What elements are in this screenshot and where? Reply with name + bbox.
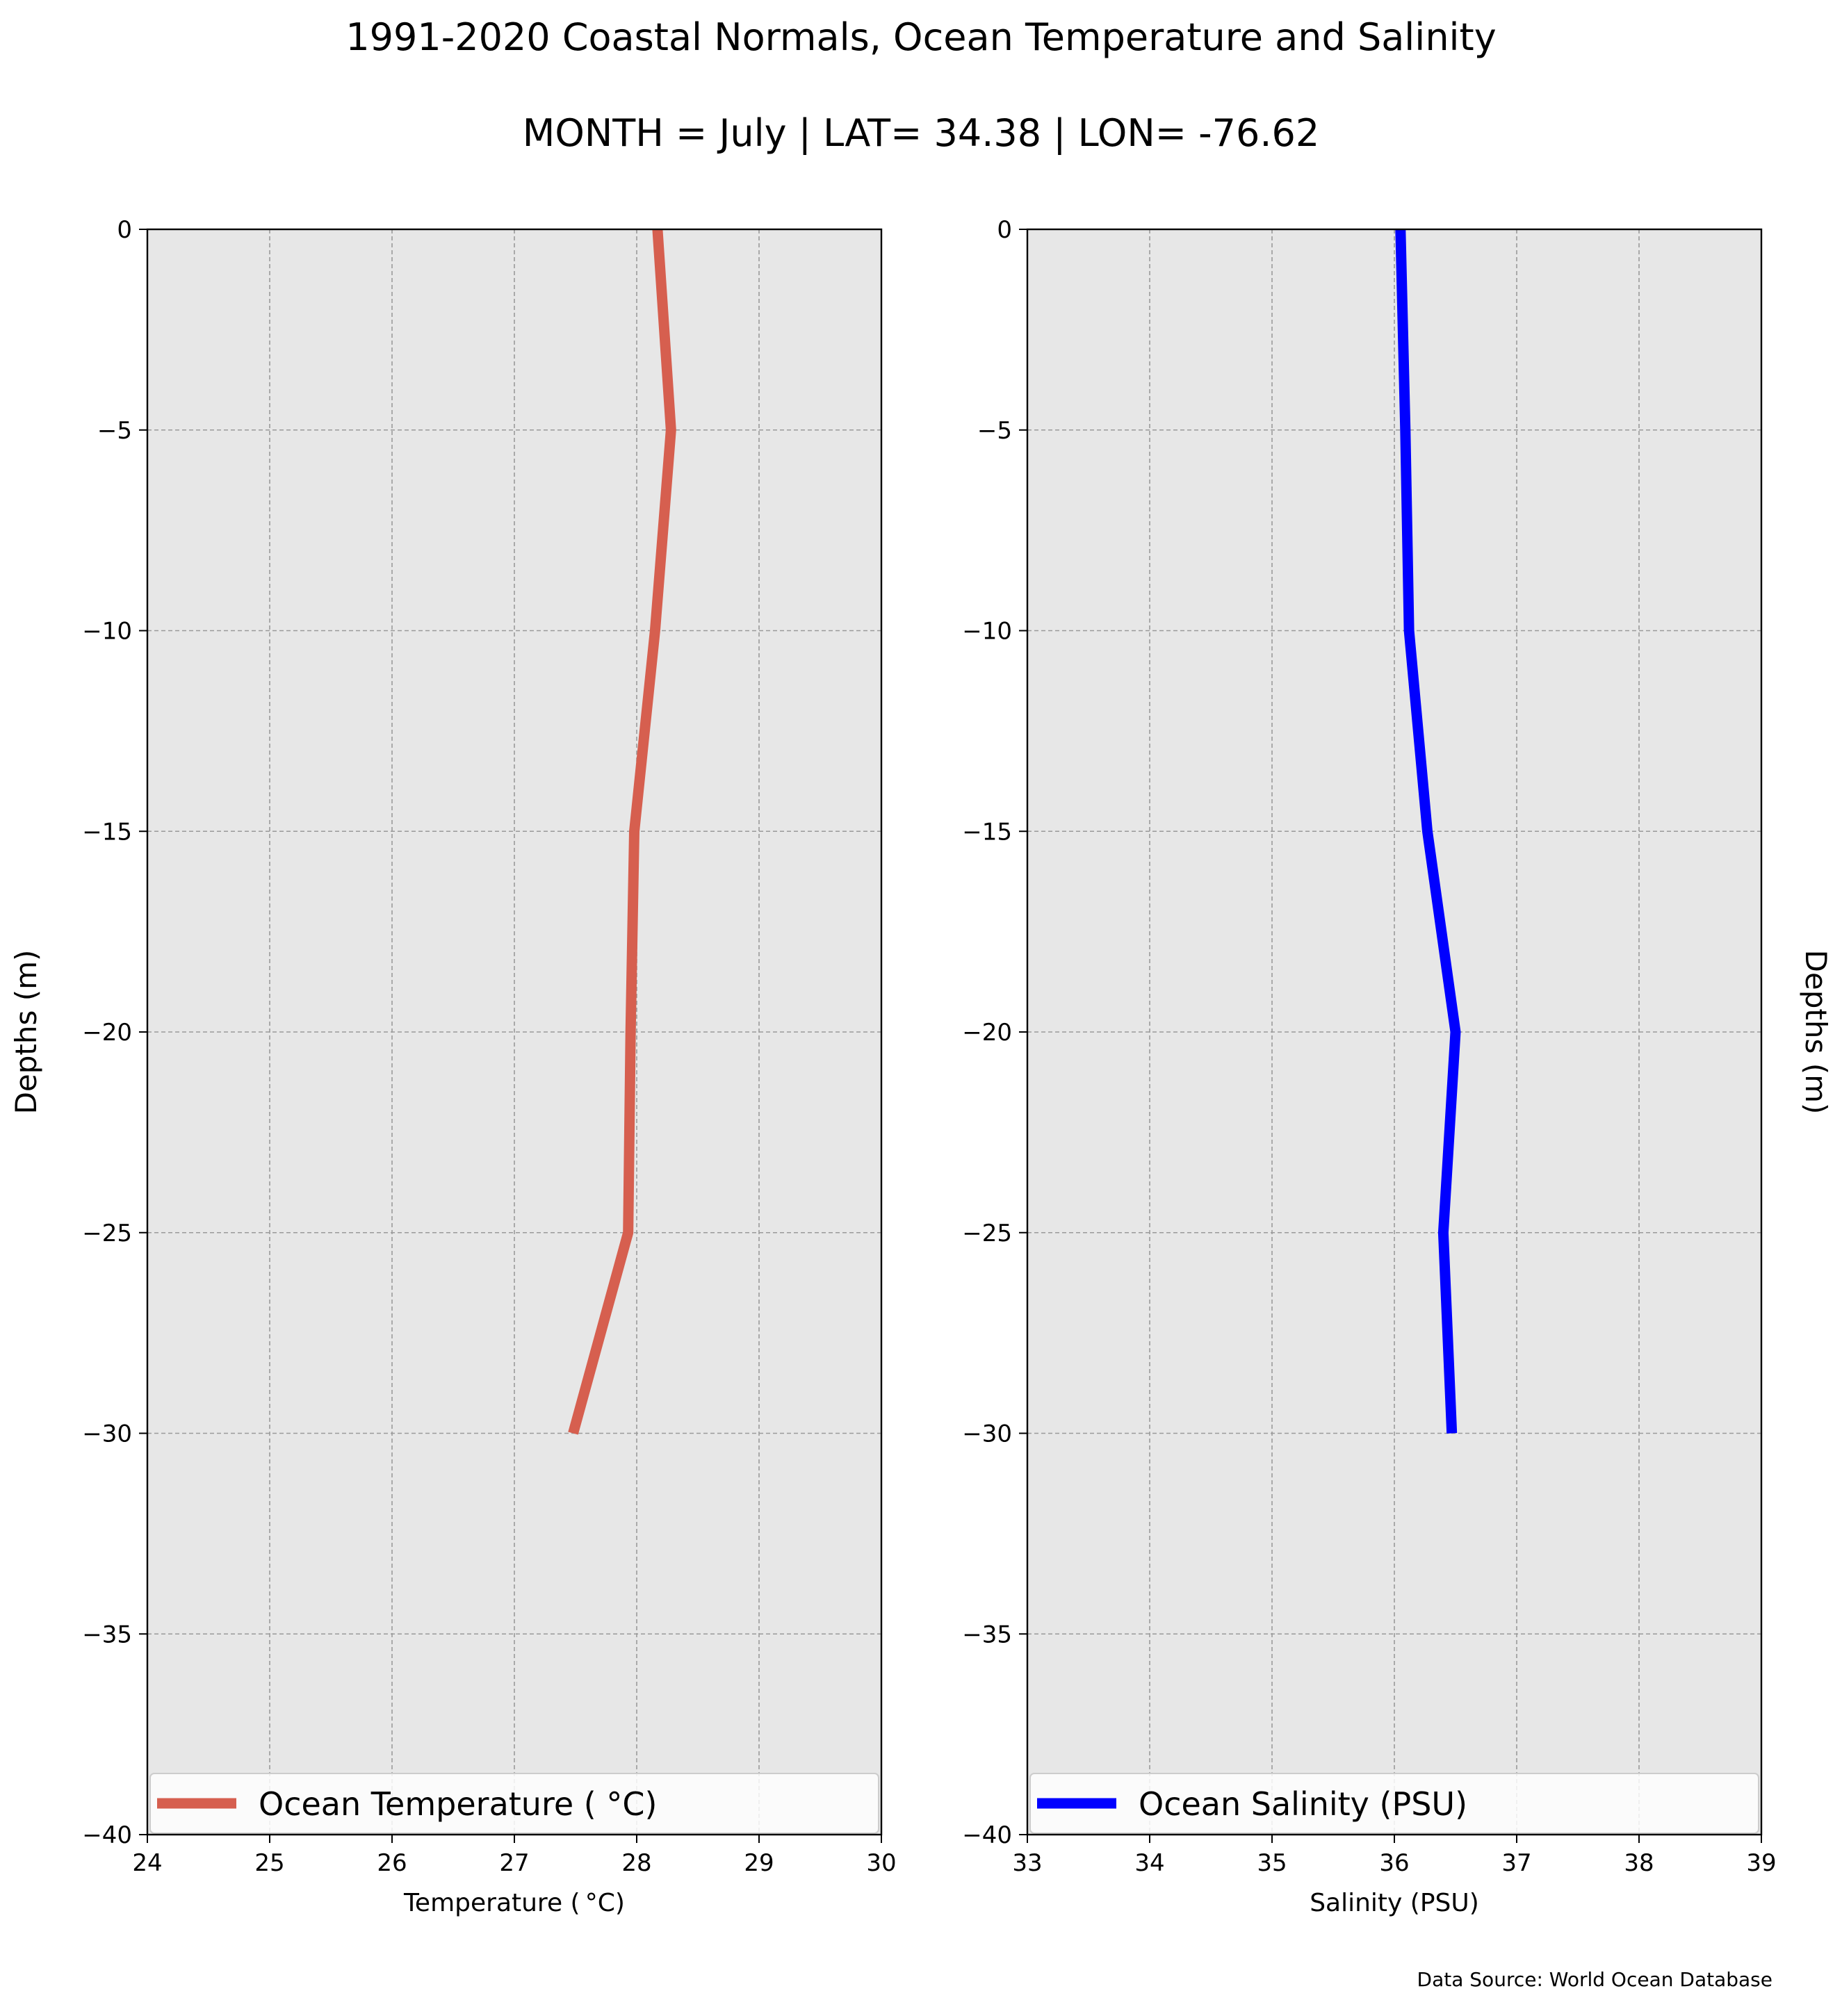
y-tick-label: −35	[962, 1621, 1012, 1648]
y-tick-label: −30	[82, 1420, 132, 1448]
y-tick-label: 0	[997, 216, 1012, 244]
y-tick-label: −15	[82, 818, 132, 846]
y-tick-label: −5	[97, 417, 132, 445]
x-tick-label: 38	[1624, 1849, 1654, 1877]
temperature-panel: Ocean Temperature ( °C) 24 25 26 27 28 29 30 0 −5…	[9, 216, 897, 1917]
x-tick-label: 33	[1012, 1849, 1042, 1877]
chart-subtitle: MONTH = July | LAT= 34.38 | LON= -76.62	[522, 111, 1320, 155]
x-axis-label: Salinity (PSU)	[1310, 1889, 1479, 1917]
x-tick-label: 36	[1379, 1849, 1409, 1877]
y-tick-label: −40	[82, 1821, 132, 1849]
salinity-panel: Ocean Salinity (PSU) 33 34 35 36 37 38 39 0 −5 −10…	[962, 216, 1833, 1917]
y-tick-label: −20	[82, 1019, 132, 1047]
legend-box	[1029, 1773, 1759, 1834]
y-tick-label: −35	[82, 1621, 132, 1648]
x-tick-label: 25	[254, 1849, 284, 1877]
legend-label: Ocean Salinity (PSU)	[1139, 1785, 1467, 1823]
y-axis-label: Depths (m)	[1799, 950, 1833, 1115]
x-tick-label: 37	[1501, 1849, 1531, 1877]
x-tick-label: 35	[1257, 1849, 1287, 1877]
y-tick-label: −10	[962, 618, 1012, 646]
legend-label: Ocean Temperature ( °C)	[259, 1785, 657, 1823]
y-tick-label: −15	[962, 818, 1012, 846]
y-tick-label: 0	[117, 216, 132, 244]
y-tick-label: −20	[962, 1019, 1012, 1047]
chart-title: 1991-2020 Coastal Normals, Ocean Tempera…	[345, 15, 1497, 59]
y-tick-label: −30	[962, 1420, 1012, 1448]
x-tick-label: 24	[132, 1849, 162, 1877]
y-tick-label: −10	[82, 618, 132, 646]
x-tick-label: 28	[621, 1849, 651, 1877]
x-axis-label: Temperature ( °C)	[403, 1889, 625, 1917]
y-tick-label: −25	[962, 1220, 1012, 1247]
x-tick-label: 27	[499, 1849, 529, 1877]
y-axis-label: Depths (m)	[9, 950, 43, 1115]
legend-box	[149, 1773, 879, 1834]
x-tick-label: 39	[1746, 1849, 1776, 1877]
legend: Ocean Temperature ( °C)	[149, 1773, 879, 1834]
y-tick-label: −40	[962, 1821, 1012, 1849]
x-tick-label: 29	[744, 1849, 774, 1877]
x-tick-label: 30	[866, 1849, 896, 1877]
x-tick-label: 26	[377, 1849, 407, 1877]
data-source-note: Data Source: World Ocean Database	[1417, 1968, 1772, 1991]
y-tick-label: −25	[82, 1220, 132, 1247]
legend: Ocean Salinity (PSU)	[1029, 1773, 1759, 1834]
y-tick-label: −5	[977, 417, 1012, 445]
x-tick-label: 34	[1134, 1849, 1164, 1877]
